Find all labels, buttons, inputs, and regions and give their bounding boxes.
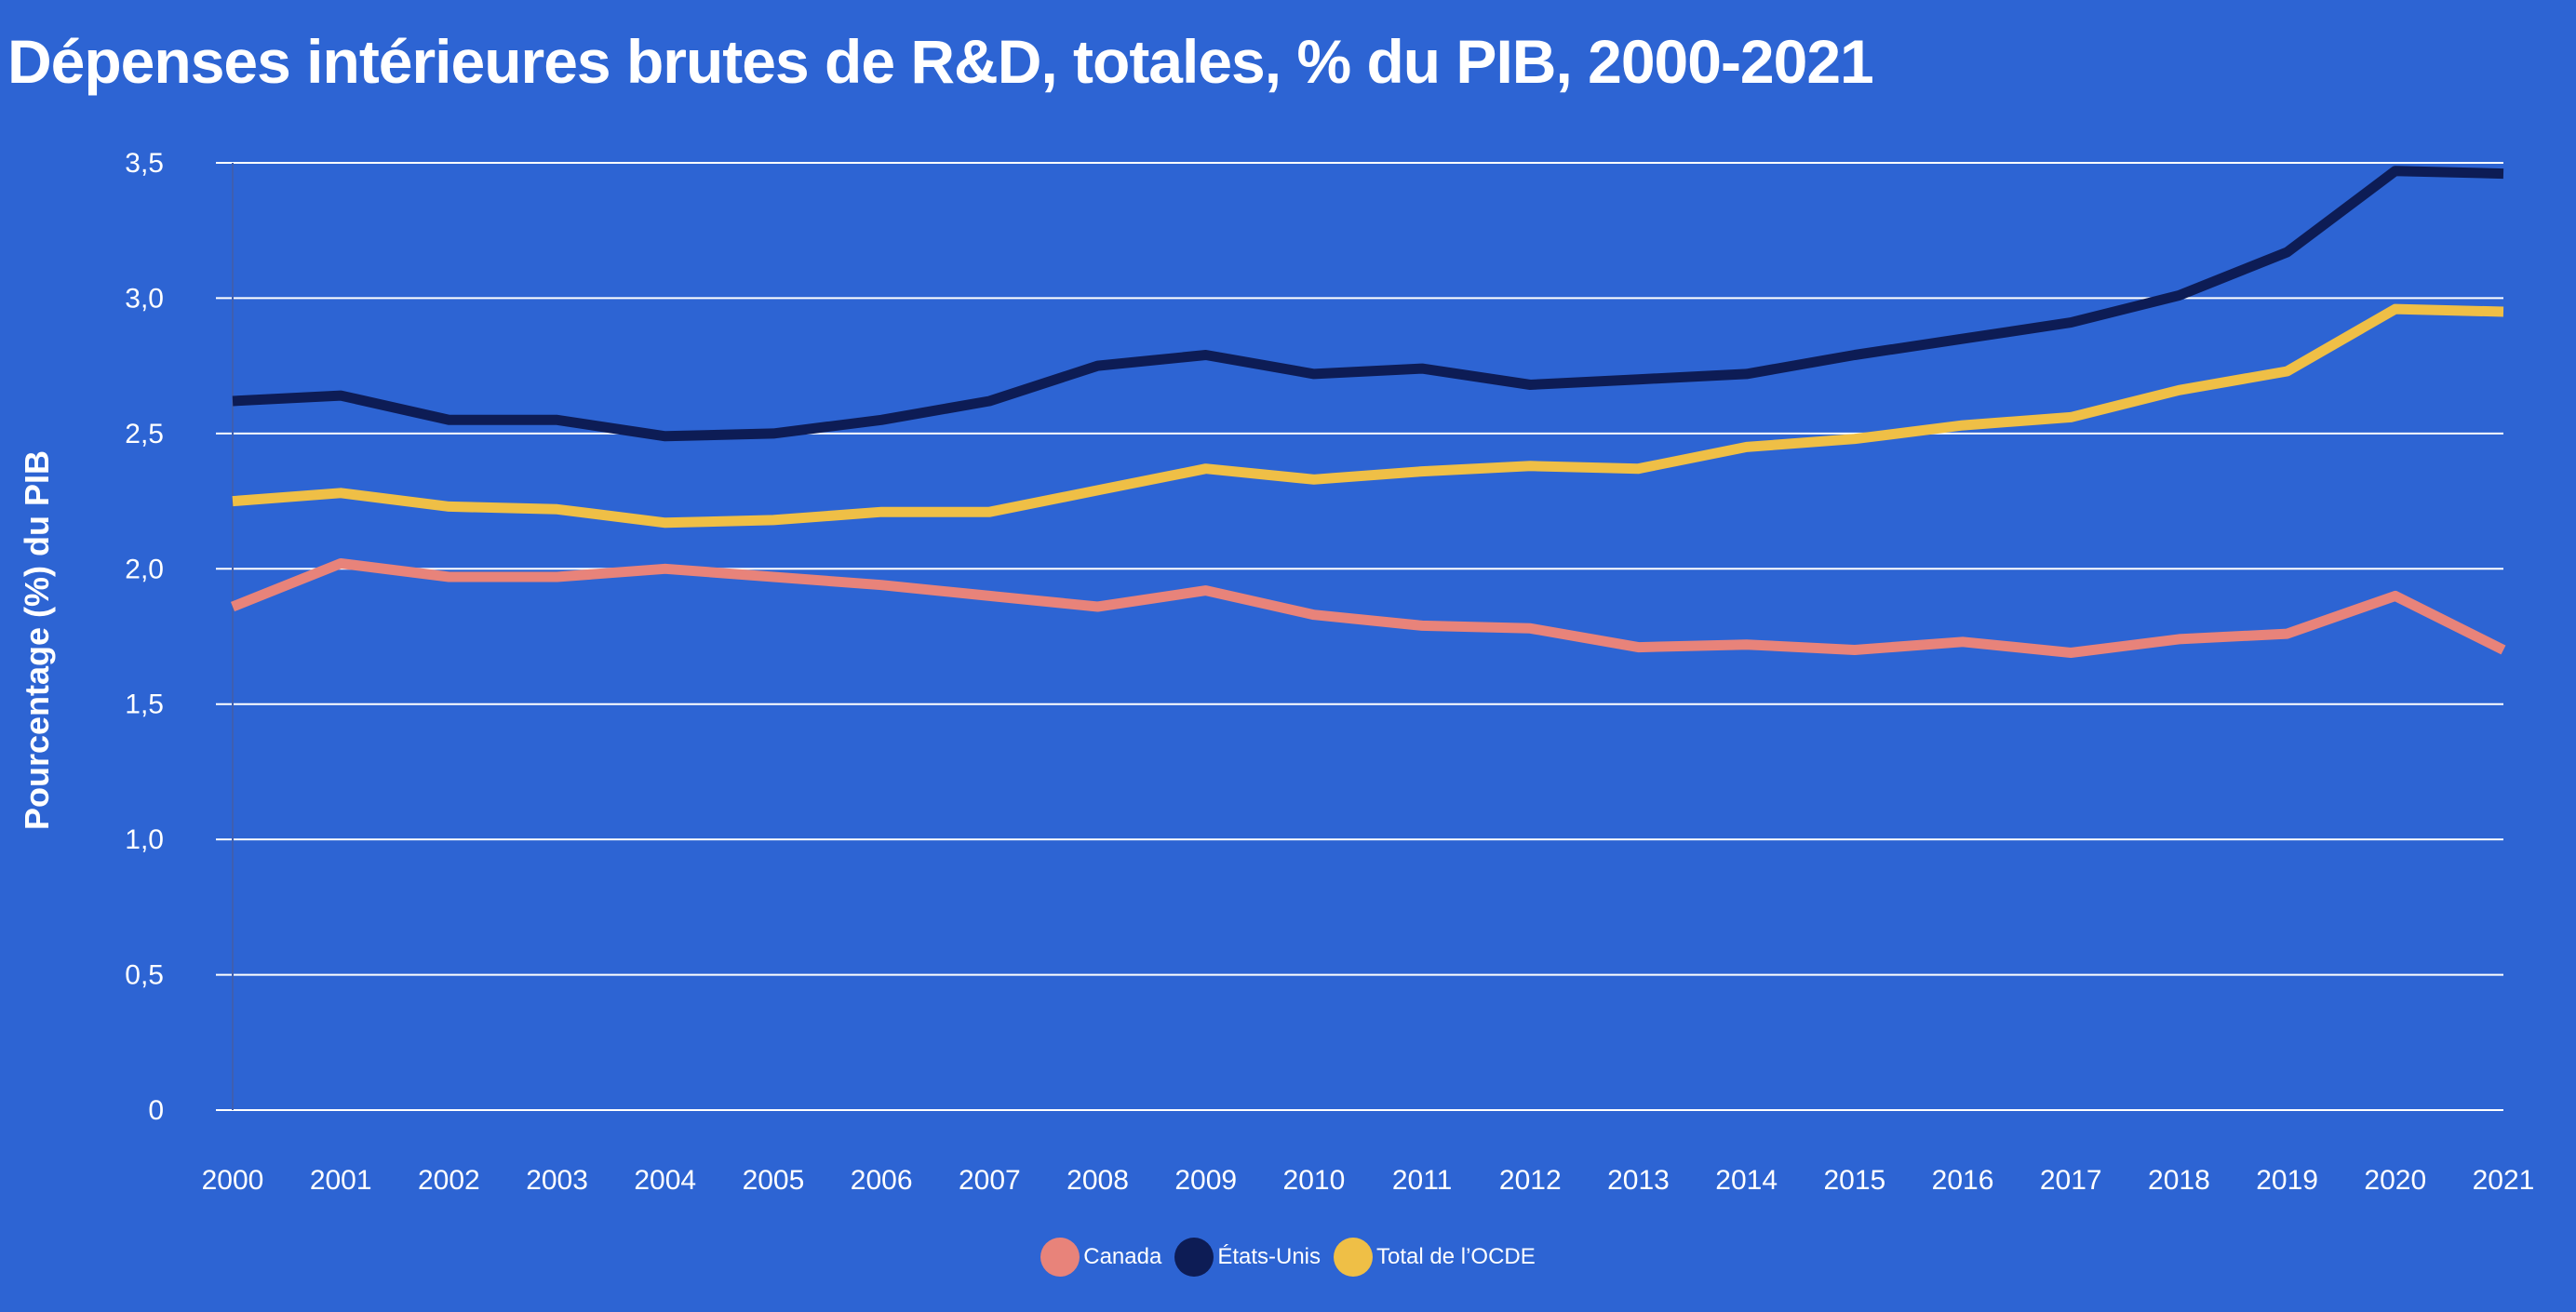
x-tick-label: 2004 [634, 1165, 696, 1196]
grid-lines [216, 162, 2503, 1111]
legend-item: Canada [1040, 1238, 1161, 1277]
y-tick-labels: 0 0,5 1,0 1,5 2,0 2,5 3,0 3,5 [125, 148, 164, 1126]
y-tick-label: 0 [148, 1095, 164, 1126]
series-lines [230, 166, 2506, 658]
series-line-2 [232, 303, 2504, 529]
legend-item: Total de l’OCDE [1334, 1238, 1536, 1277]
x-tick-label: 2008 [1067, 1165, 1129, 1196]
x-tick-label: 2017 [2040, 1165, 2102, 1196]
legend-label: États-Unis [1217, 1244, 1322, 1269]
series-line-1 [232, 166, 2504, 442]
legend-label: Total de l’OCDE [1376, 1244, 1536, 1269]
x-tick-label: 2009 [1174, 1165, 1237, 1196]
legend: Canada États-Unis Total de l’OCDE [0, 1238, 2576, 1277]
x-tick-label: 2012 [1499, 1165, 1562, 1196]
x-tick-labels: 2000 2001 2002 2003 2004 2005 2006 2007 2008 2009… [202, 1165, 2535, 1196]
x-tick-label: 2019 [2256, 1165, 2318, 1196]
legend-label: Canada [1083, 1244, 1162, 1269]
y-tick-label: 3,0 [125, 283, 164, 314]
y-tick-label: 0,5 [125, 960, 164, 991]
x-tick-label: 2018 [2148, 1165, 2210, 1196]
x-tick-label: 2003 [526, 1165, 588, 1196]
legend-swatch [1040, 1238, 1080, 1277]
y-tick-label: 2,0 [125, 554, 164, 584]
y-tick-label: 2,5 [125, 419, 164, 449]
x-tick-label: 2007 [959, 1165, 1021, 1196]
x-tick-label: 2020 [2364, 1165, 2426, 1196]
legend-swatch [1174, 1238, 1214, 1277]
x-tick-label: 2010 [1283, 1165, 1346, 1196]
y-axis-label: Pourcentage (%) du PIB [18, 450, 56, 830]
y-tick-label: 1,0 [125, 824, 164, 855]
x-tick-label: 2016 [1932, 1165, 1994, 1196]
x-tick-label: 2014 [1715, 1165, 1778, 1196]
x-tick-label: 2006 [851, 1165, 913, 1196]
series-line-0 [230, 558, 2506, 658]
legend-swatch [1334, 1238, 1374, 1277]
x-tick-label: 2000 [202, 1165, 264, 1196]
x-tick-label: 2001 [310, 1165, 372, 1196]
x-tick-label: 2011 [1392, 1165, 1453, 1196]
x-tick-label: 2021 [2473, 1165, 2535, 1196]
x-tick-label: 2013 [1607, 1165, 1670, 1196]
y-tick-label: 1,5 [125, 689, 164, 720]
x-tick-label: 2015 [1823, 1165, 1885, 1196]
y-tick-label: 3,5 [125, 148, 164, 179]
x-tick-label: 2002 [418, 1165, 480, 1196]
chart-title: Dépenses intérieures brutes de R&D, tota… [7, 27, 1874, 96]
x-tick-label: 2005 [743, 1165, 805, 1196]
legend-item: États-Unis [1174, 1238, 1321, 1277]
